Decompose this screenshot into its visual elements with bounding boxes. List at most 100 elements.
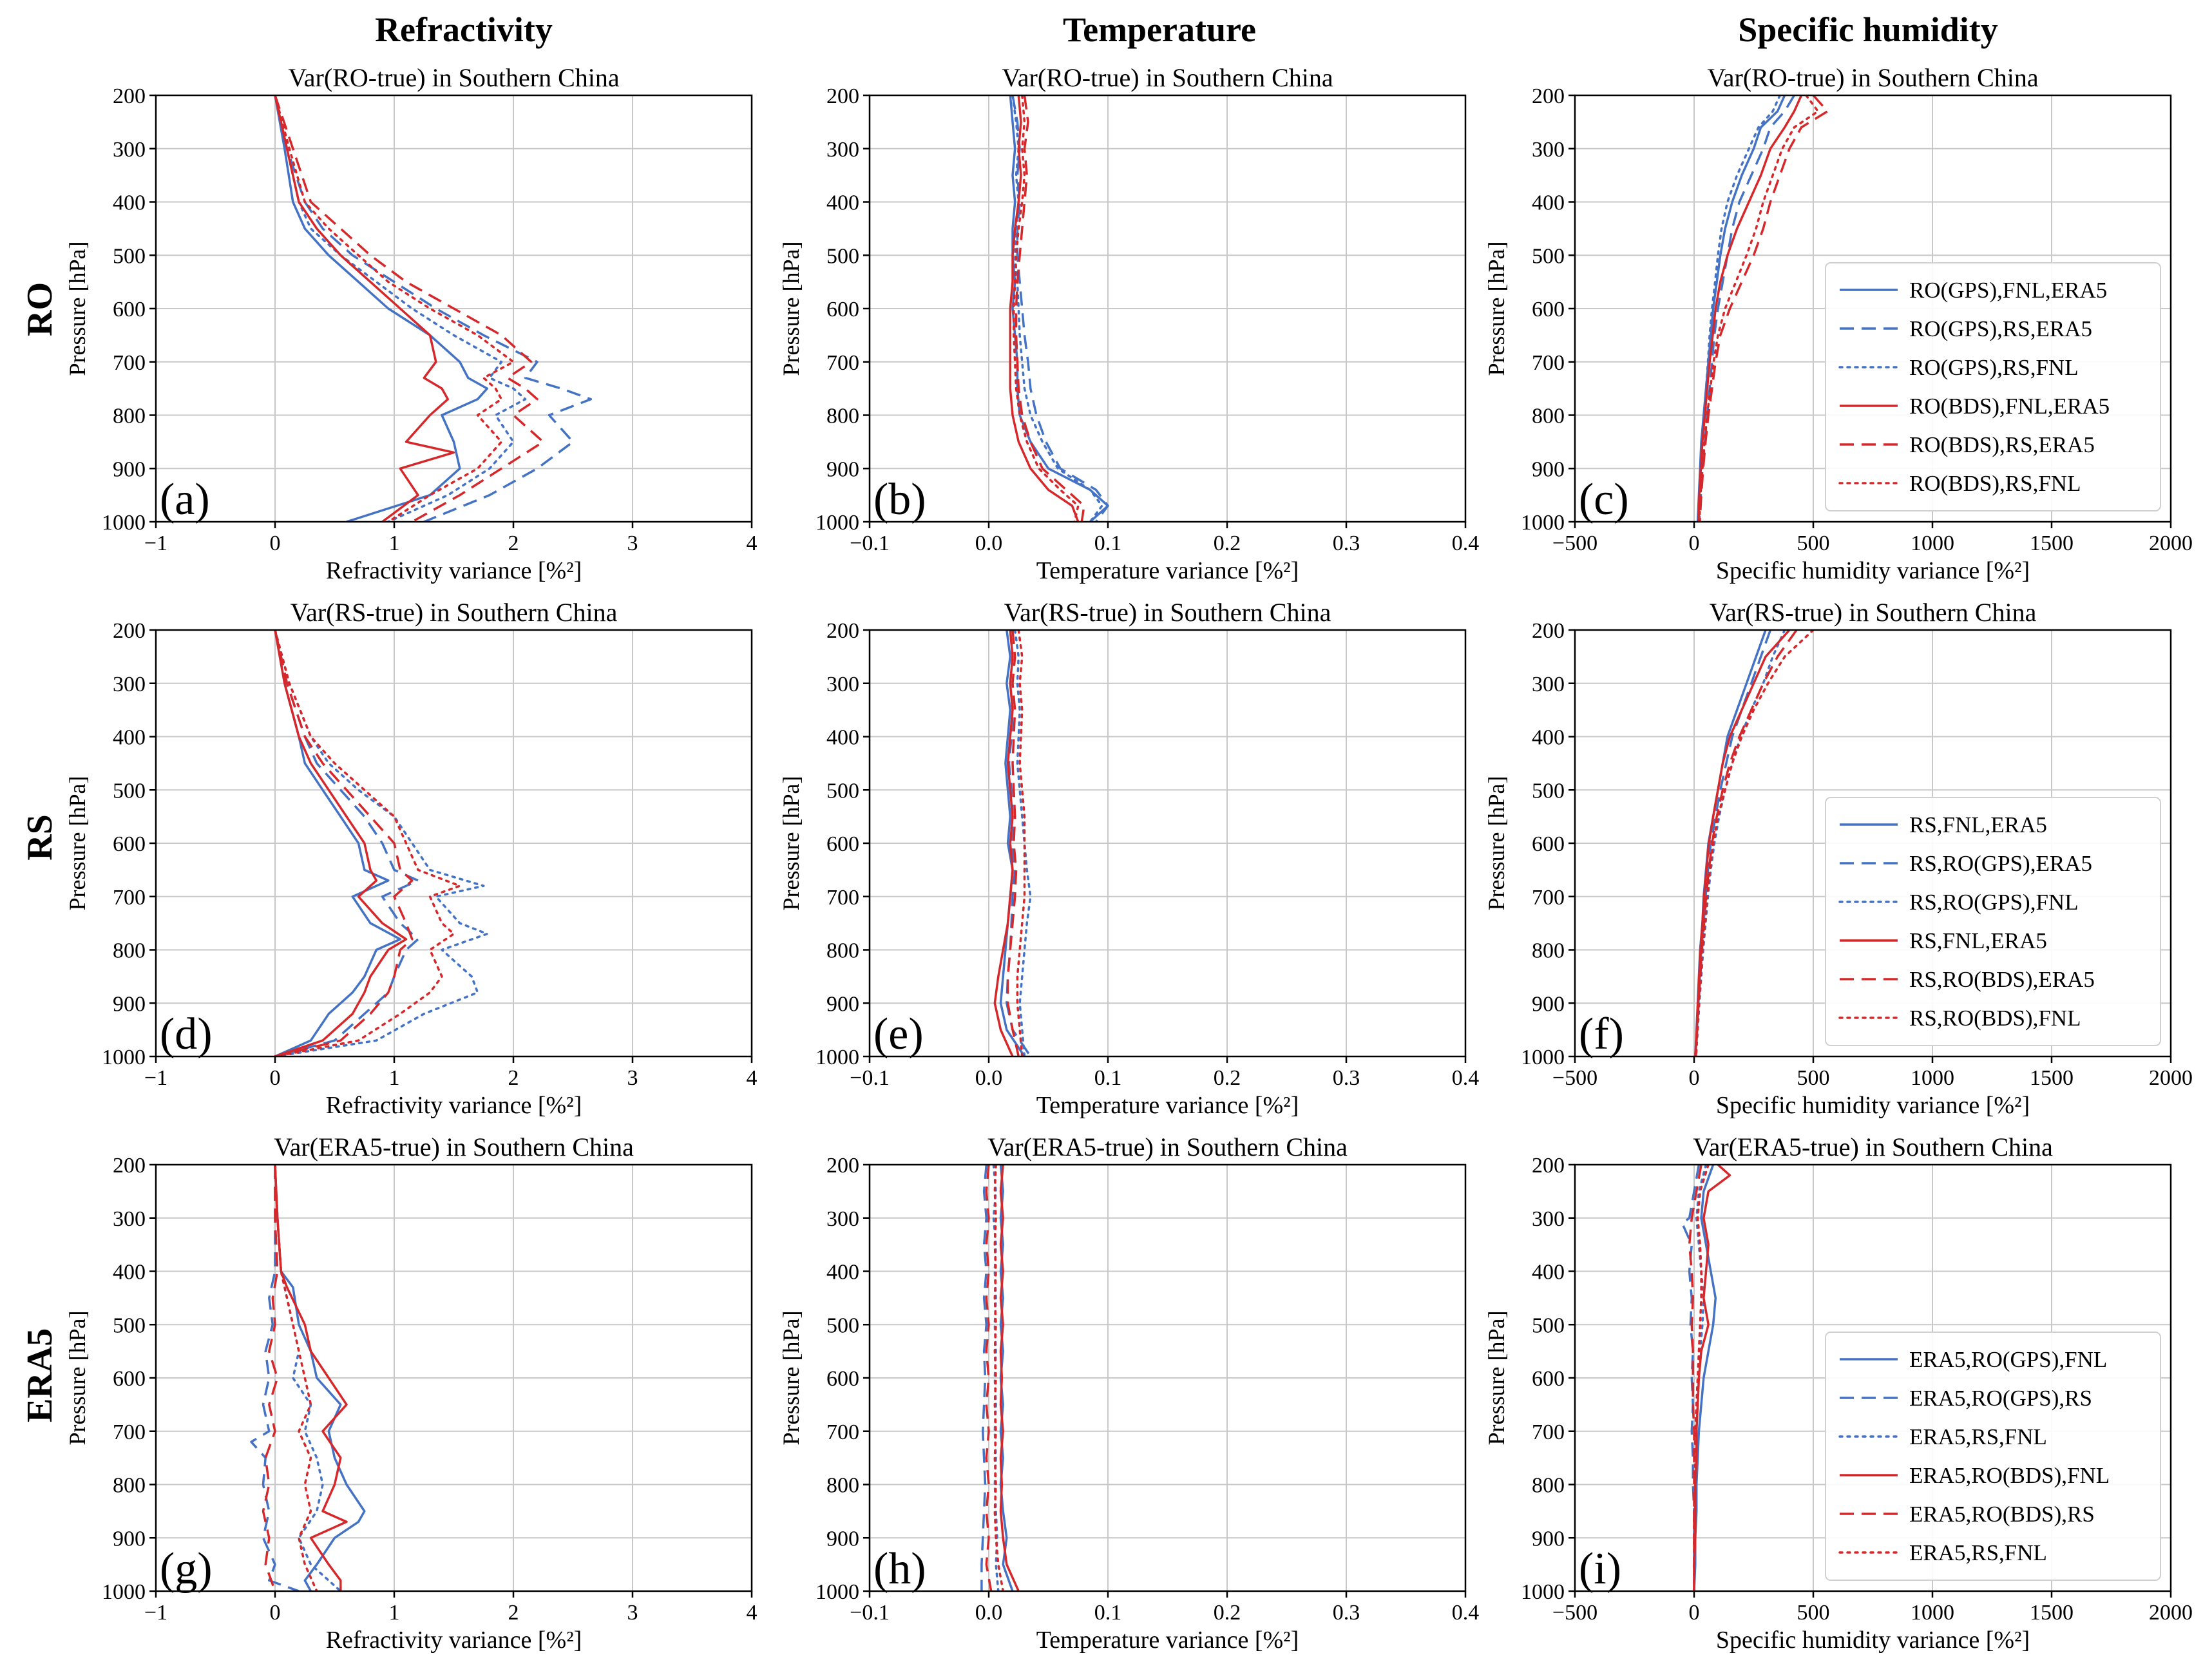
y-tick-label: 300 bbox=[113, 673, 146, 696]
y-tick-label: 200 bbox=[1532, 1154, 1565, 1178]
x-axis-label: Refractivity variance [%²] bbox=[326, 1627, 582, 1654]
chart-title: Var(RO-true) in Southern China bbox=[288, 63, 620, 92]
series-line bbox=[999, 1165, 1020, 1591]
legend-label: RS,RO(GPS),ERA5 bbox=[1909, 851, 2092, 876]
x-tick-label: 1500 bbox=[2030, 1066, 2074, 1090]
y-axis-label: Pressure [hPa] bbox=[64, 242, 90, 376]
y-tick-label: 400 bbox=[113, 726, 146, 750]
legend-label: RS,RO(BDS),ERA5 bbox=[1909, 967, 2095, 992]
series-line bbox=[985, 1165, 993, 1591]
y-tick-label: 900 bbox=[826, 992, 859, 1016]
x-tick-label: 0.3 bbox=[1333, 531, 1360, 555]
legend-label: RO(GPS),RS,ERA5 bbox=[1909, 316, 2092, 341]
y-tick-label: 600 bbox=[1532, 832, 1565, 856]
x-tick-label: 0.0 bbox=[975, 1066, 1003, 1090]
x-tick-label: −1 bbox=[144, 1601, 167, 1625]
x-tick-label: 0 bbox=[1689, 1066, 1700, 1090]
x-tick-label: 0 bbox=[270, 1601, 281, 1625]
y-tick-label: 800 bbox=[1532, 405, 1565, 428]
y-tick-label: 200 bbox=[826, 84, 859, 108]
y-tick-label: 200 bbox=[826, 1154, 859, 1178]
series-line bbox=[274, 95, 527, 522]
x-tick-label: −0.1 bbox=[850, 531, 890, 555]
y-axis-label: Pressure [hPa] bbox=[1483, 242, 1509, 376]
x-axis-label: Refractivity variance [%²] bbox=[326, 557, 582, 584]
legend-label: RO(BDS),RS,FNL bbox=[1909, 471, 2081, 496]
chart-panel-5: Var(RS-true) in Southern China −0.1 0.0 0.1… bbox=[778, 598, 1479, 1119]
y-tick-label: 200 bbox=[1532, 619, 1565, 643]
y-tick-label: 400 bbox=[1532, 191, 1565, 215]
x-axis-label: Temperature variance [%²] bbox=[1036, 1627, 1299, 1654]
y-tick-label: 1000 bbox=[102, 1580, 146, 1604]
y-tick-label: 700 bbox=[1532, 1420, 1565, 1444]
y-tick-label: 600 bbox=[113, 298, 146, 321]
x-tick-label: 0.4 bbox=[1452, 531, 1480, 555]
y-tick-label: 300 bbox=[1532, 673, 1565, 696]
x-tick-label: 0.0 bbox=[975, 531, 1003, 555]
series-line bbox=[1693, 1165, 1710, 1591]
x-tick-label: 0.3 bbox=[1333, 1601, 1360, 1625]
series-line bbox=[1013, 95, 1080, 522]
chart-title: Var(RS-true) in Southern China bbox=[1004, 598, 1331, 627]
legend-label: ERA5,RS,FNL bbox=[1909, 1424, 2047, 1449]
x-axis-label: Temperature variance [%²] bbox=[1036, 557, 1299, 584]
x-tick-label: 0.2 bbox=[1214, 531, 1241, 555]
y-tick-label: 300 bbox=[113, 138, 146, 162]
y-tick-label: 700 bbox=[826, 1420, 859, 1444]
chart-title: Var(RS-true) in Southern China bbox=[291, 598, 618, 627]
column-title-specific-humidity: Specific humidity bbox=[1738, 10, 1998, 49]
chart-panel-4: Var(RS-true) in Southern China −1 0 1 2 3 4 200… bbox=[64, 598, 758, 1119]
y-tick-label: 800 bbox=[113, 405, 146, 428]
y-tick-label: 300 bbox=[826, 673, 859, 696]
y-tick-label: 300 bbox=[1532, 138, 1565, 162]
y-tick-label: 900 bbox=[1532, 992, 1565, 1016]
y-tick-label: 900 bbox=[826, 457, 859, 481]
x-axis-label: Temperature variance [%²] bbox=[1036, 1092, 1299, 1119]
series-line bbox=[1695, 630, 1815, 1056]
legend-label: ERA5,RO(BDS),FNL bbox=[1909, 1463, 2110, 1488]
legend-label: RO(BDS),FNL,ERA5 bbox=[1909, 394, 2110, 419]
y-tick-label: 900 bbox=[113, 457, 146, 481]
y-tick-label: 900 bbox=[1532, 1527, 1565, 1551]
y-tick-label: 1000 bbox=[815, 1046, 859, 1069]
series-line bbox=[274, 1165, 366, 1591]
x-tick-label: 4 bbox=[747, 531, 758, 555]
x-tick-label: 0 bbox=[1689, 531, 1700, 555]
column-title-refractivity: Refractivity bbox=[375, 10, 553, 49]
x-tick-label: 500 bbox=[1797, 1066, 1830, 1090]
y-tick-label: 700 bbox=[1532, 886, 1565, 910]
chart-title: Var(RS-true) in Southern China bbox=[1710, 598, 2037, 627]
legend-label: ERA5,RO(GPS),RS bbox=[1909, 1386, 2092, 1411]
x-tick-label: 1 bbox=[389, 1601, 400, 1625]
legend-label: RS,RO(GPS),FNL bbox=[1909, 890, 2079, 915]
y-tick-label: 900 bbox=[1532, 457, 1565, 481]
y-tick-label: 500 bbox=[1532, 244, 1565, 268]
x-tick-label: 500 bbox=[1797, 531, 1830, 555]
legend: ERA5,RO(GPS),FNL ERA5,RO(GPS),RS ERA5,RS,F… bbox=[1825, 1332, 2161, 1581]
x-tick-label: 0 bbox=[1689, 1601, 1700, 1625]
series-line bbox=[274, 1165, 348, 1591]
y-tick-label: 1000 bbox=[815, 511, 859, 535]
y-tick-label: 1000 bbox=[1521, 511, 1565, 535]
chart-panel-7: Var(ERA5-true) in Southern China −1 0 1 2 3 4 2… bbox=[64, 1132, 758, 1654]
y-tick-label: 500 bbox=[1532, 779, 1565, 803]
series-group bbox=[1694, 630, 1815, 1056]
y-axis-label: Pressure [hPa] bbox=[778, 242, 804, 376]
x-tick-label: 2000 bbox=[2149, 1066, 2193, 1090]
series-line bbox=[1009, 95, 1080, 522]
y-tick-label: 800 bbox=[1532, 939, 1565, 963]
y-tick-label: 800 bbox=[113, 1474, 146, 1498]
legend-label: RO(GPS),RS,FNL bbox=[1909, 355, 2079, 380]
y-tick-label: 400 bbox=[826, 726, 859, 750]
y-tick-label: 1000 bbox=[102, 1046, 146, 1069]
series-line bbox=[274, 630, 489, 1056]
chart-title: Var(ERA5-true) in Southern China bbox=[274, 1132, 634, 1161]
x-tick-label: 1 bbox=[389, 531, 400, 555]
series-line bbox=[1013, 630, 1032, 1056]
y-tick-label: 600 bbox=[826, 298, 859, 321]
series-line bbox=[274, 630, 408, 1056]
y-tick-label: 200 bbox=[113, 619, 146, 643]
series-line bbox=[274, 95, 515, 522]
y-tick-label: 400 bbox=[1532, 1261, 1565, 1285]
x-tick-label: 2 bbox=[508, 531, 519, 555]
